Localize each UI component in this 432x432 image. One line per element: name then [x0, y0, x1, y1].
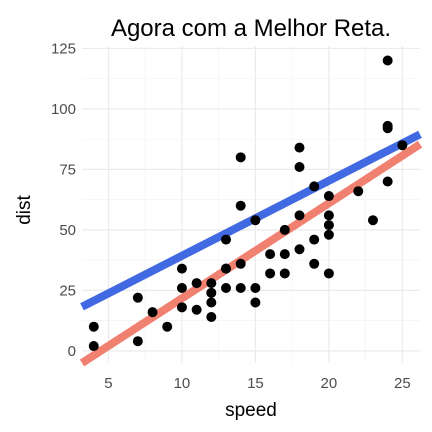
data-point: [235, 152, 246, 163]
data-point: [206, 278, 217, 289]
grid: [82, 46, 420, 363]
data-point: [221, 282, 232, 293]
data-point: [176, 282, 187, 293]
data-point: [250, 282, 261, 293]
data-point: [147, 307, 158, 318]
data-point: [206, 297, 217, 308]
y-axis-title: dist: [14, 195, 35, 225]
x-axis-title: speed: [225, 400, 277, 421]
x-tick-labels: 5 10 15 20 25: [104, 375, 410, 392]
data-point: [279, 224, 290, 235]
data-point: [323, 210, 334, 221]
data-point: [382, 120, 393, 131]
data-point: [382, 55, 393, 66]
data-point: [132, 336, 143, 347]
data-point: [191, 278, 202, 289]
data-point: [221, 234, 232, 245]
data-point: [294, 244, 305, 255]
data-point: [397, 140, 408, 151]
data-point: [367, 215, 378, 226]
data-point: [221, 263, 232, 274]
fit-line-2: [79, 140, 423, 367]
x-tick-label: 5: [104, 375, 112, 392]
data-point: [294, 142, 305, 153]
data-point: [294, 161, 305, 172]
data-point: [323, 191, 334, 202]
y-tick-label: 50: [59, 222, 76, 239]
y-tick-label: 25: [59, 282, 76, 299]
data-point: [176, 263, 187, 274]
data-point: [191, 304, 202, 315]
data-point: [309, 258, 320, 269]
data-point: [250, 215, 261, 226]
data-point: [235, 258, 246, 269]
x-tick-label: 20: [321, 375, 338, 392]
data-points: [88, 55, 408, 352]
data-point: [294, 210, 305, 221]
y-tick-labels: 0 25 50 75 100 125: [51, 40, 76, 359]
data-point: [235, 200, 246, 211]
data-point: [323, 268, 334, 279]
data-point: [353, 186, 364, 197]
y-tick-label: 75: [59, 161, 76, 178]
data-point: [206, 312, 217, 323]
y-tick-label: 0: [68, 343, 76, 360]
data-point: [382, 176, 393, 187]
data-point: [88, 341, 99, 352]
data-point: [235, 282, 246, 293]
data-point: [279, 249, 290, 260]
chart-title: Agora com a Melhor Reta.: [111, 15, 391, 42]
data-point: [323, 229, 334, 240]
data-point: [265, 249, 276, 260]
data-point: [176, 302, 187, 313]
data-point: [265, 268, 276, 279]
y-tick-label: 100: [51, 101, 76, 118]
y-tick-label: 125: [51, 40, 76, 57]
x-tick-label: 10: [174, 375, 191, 392]
x-tick-label: 25: [394, 375, 411, 392]
x-tick-label: 15: [247, 375, 264, 392]
data-point: [132, 292, 143, 303]
data-point: [88, 321, 99, 332]
data-point: [309, 181, 320, 192]
data-point: [162, 321, 173, 332]
data-point: [323, 220, 334, 231]
data-point: [279, 268, 290, 279]
data-point: [309, 234, 320, 245]
data-point: [206, 287, 217, 298]
data-point: [250, 297, 261, 308]
fit-lines: [79, 130, 423, 367]
